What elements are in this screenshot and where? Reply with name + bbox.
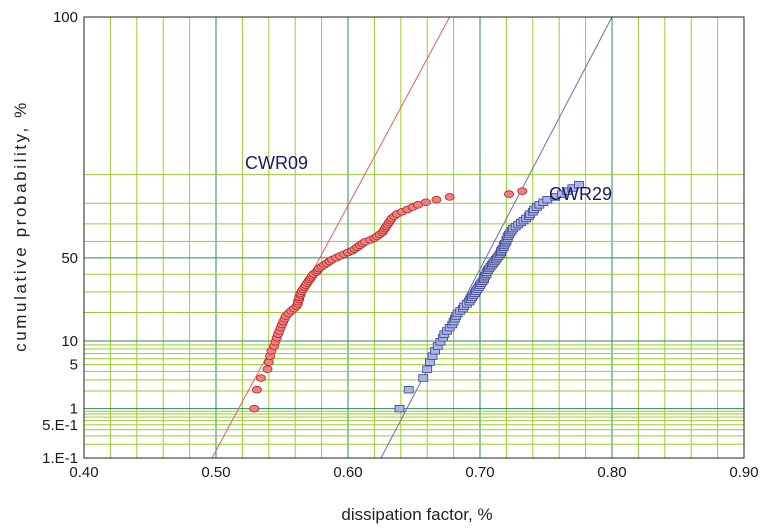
data-point-cwr09 (262, 365, 273, 374)
y-tick-label: 100 (53, 9, 78, 26)
y-tick-label: 5.E-1 (42, 417, 78, 434)
plot-frame (83, 16, 745, 459)
data-point-cwr29 (403, 386, 414, 394)
grid-lines (84, 17, 744, 458)
y-tick-label: 1.E-1 (42, 450, 78, 467)
fit-line-cwr29 (380, 16, 613, 459)
x-tick-label: 0.90 (729, 464, 758, 481)
fit-lines (211, 16, 613, 459)
y-tick-label: 10 (61, 333, 78, 350)
data-points (249, 181, 584, 413)
data-point-cwr09 (249, 404, 260, 413)
data-point-cwr09 (444, 193, 455, 201)
data-point-cwr29 (424, 358, 435, 366)
data-point-cwr09 (504, 190, 515, 198)
x-tick-label: 0.60 (333, 464, 362, 481)
data-point-cwr09 (431, 195, 442, 204)
y-tick-label: 50 (61, 250, 78, 267)
data-point-cwr29 (574, 181, 584, 189)
fit-line-cwr09 (211, 16, 451, 459)
y-axis-label: cumulative probability, % (11, 100, 30, 352)
data-point-cwr29 (394, 404, 405, 413)
data-point-cwr09 (251, 385, 262, 394)
data-point-cwr29 (418, 374, 429, 382)
data-point-cwr09 (420, 198, 431, 207)
x-tick-label: 0.40 (69, 464, 98, 481)
data-point-cwr09 (517, 187, 528, 195)
x-tick-label: 0.80 (597, 464, 626, 481)
series-label-cwr29: CWR29 (549, 184, 612, 204)
y-tick-label: 5 (70, 357, 78, 374)
tick-labels: 0.40 0.50 0.60 0.70 0.80 0.90 1.E-1 5.E-11 5 10 50… (42, 9, 758, 481)
y-tick-label: 1 (70, 401, 78, 418)
data-point-cwr29 (422, 365, 433, 373)
x-tick-label: 0.50 (201, 464, 230, 481)
x-axis-label: dissipation factor, % (341, 505, 492, 524)
data-point-cwr09 (255, 374, 266, 382)
series-label-cwr09: CWR09 (245, 153, 308, 173)
x-tick-label: 0.70 (465, 464, 494, 481)
